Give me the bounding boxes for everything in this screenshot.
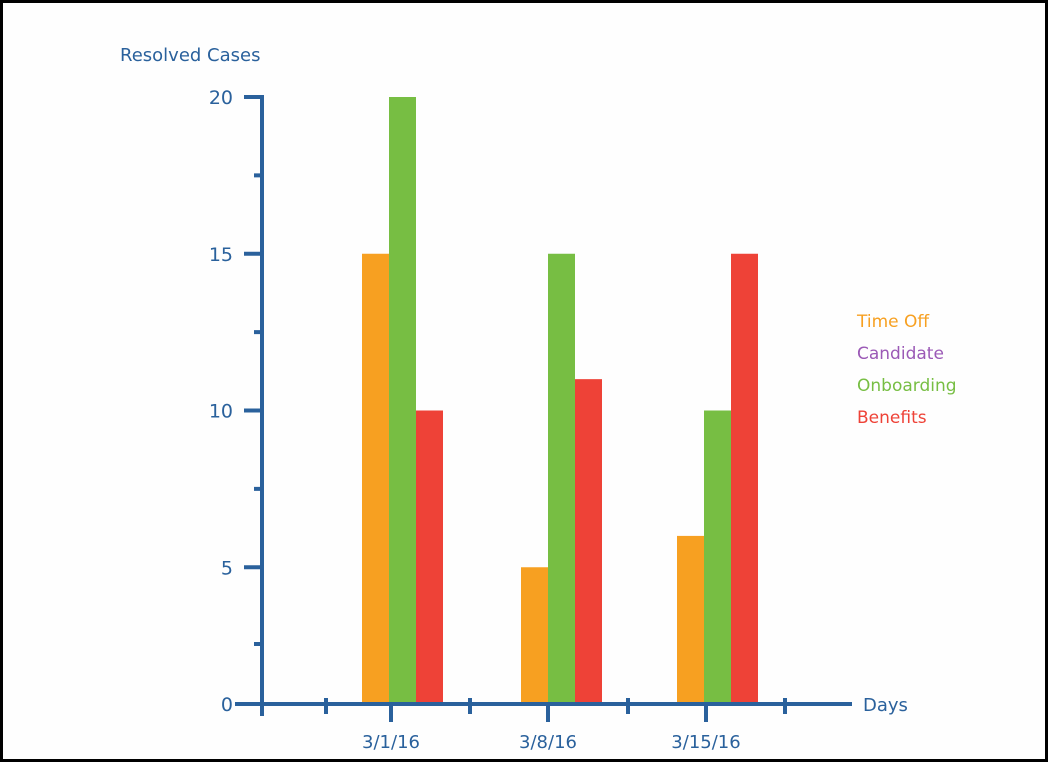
bar-onboarding	[548, 253, 575, 702]
bar-time-off	[362, 253, 389, 702]
legend-item-time-off: Time Off	[856, 312, 930, 332]
bar-benefits	[416, 410, 443, 702]
legend-item-benefits: Benefits	[857, 408, 927, 428]
bar-onboarding	[389, 97, 416, 702]
bar-time-off	[521, 567, 548, 702]
bar-benefits	[575, 379, 602, 702]
y-tick-label: 10	[209, 401, 233, 423]
legend-item-candidate: Candidate	[857, 344, 944, 364]
x-tick-label: 3/15/16	[671, 732, 740, 753]
bar-chart: Resolved Cases Days 0 5 10 15 20 3/1/16 3/8/1…	[120, 45, 957, 753]
y-tick-label: 0	[221, 694, 233, 716]
y-tick-label: 20	[209, 87, 233, 109]
y-axis-title: Resolved Cases	[120, 45, 260, 66]
y-tick-label: 15	[209, 244, 233, 266]
x-axis-title: Days	[863, 695, 908, 716]
y-tick-label: 5	[221, 557, 233, 579]
bar-onboarding	[704, 410, 731, 702]
bar-time-off	[677, 535, 704, 702]
chart-frame: Resolved Cases Days 0 5 10 15 20 3/1/16 3/8/1…	[3, 3, 1045, 759]
bar-benefits	[731, 253, 758, 702]
legend-item-onboarding: Onboarding	[857, 376, 957, 396]
x-tick-label: 3/1/16	[362, 732, 420, 753]
x-tick-label: 3/8/16	[519, 732, 577, 753]
